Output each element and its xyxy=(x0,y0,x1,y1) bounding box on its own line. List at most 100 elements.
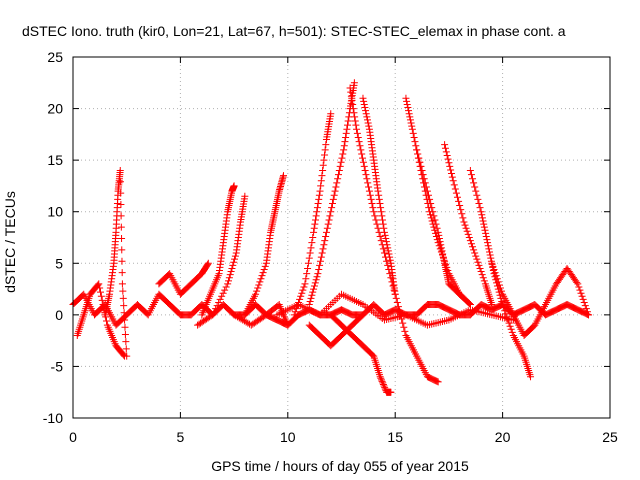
data-point xyxy=(416,158,424,166)
data-point xyxy=(427,199,435,207)
data-point xyxy=(304,259,312,267)
data-point xyxy=(299,286,307,294)
data-point xyxy=(387,388,395,396)
data-point xyxy=(472,252,480,260)
data-point xyxy=(458,210,466,218)
data-point xyxy=(225,277,233,285)
data-point xyxy=(484,242,492,250)
data-point xyxy=(231,252,239,260)
data-point xyxy=(465,234,473,241)
data-point xyxy=(353,129,361,137)
data-point xyxy=(380,382,388,390)
data-point xyxy=(375,191,383,199)
data-point xyxy=(329,195,337,203)
data-point xyxy=(353,125,361,133)
data-point xyxy=(349,105,357,113)
data-point xyxy=(501,307,509,315)
data-point xyxy=(441,141,449,149)
data-point xyxy=(97,292,105,300)
data-point xyxy=(404,104,412,112)
data-point xyxy=(322,232,330,240)
data-point xyxy=(306,297,314,305)
data-point xyxy=(384,247,392,255)
data-point xyxy=(226,271,234,279)
data-point xyxy=(312,212,320,220)
data-point xyxy=(362,110,370,118)
data-point xyxy=(359,94,367,102)
data-point xyxy=(117,212,125,220)
data-point xyxy=(403,100,411,108)
data-point xyxy=(466,237,474,245)
data-point xyxy=(376,232,384,240)
data-point xyxy=(291,308,299,316)
data-point xyxy=(438,247,446,255)
data-point xyxy=(347,88,355,96)
data-point xyxy=(475,199,483,207)
data-point xyxy=(258,272,266,280)
data-point xyxy=(585,311,593,319)
data-point xyxy=(574,280,582,288)
data-point xyxy=(309,288,317,296)
data-point xyxy=(103,317,111,325)
data-point xyxy=(449,177,457,185)
data-point xyxy=(118,246,126,254)
data-point xyxy=(229,261,237,269)
data-marks xyxy=(69,79,593,396)
data-point xyxy=(314,199,322,207)
data-point xyxy=(100,305,108,313)
data-point xyxy=(324,220,332,228)
data-point xyxy=(498,297,506,305)
data-point xyxy=(255,281,263,289)
data-point xyxy=(386,253,394,261)
data-point xyxy=(369,351,377,359)
x-tick-label: 20 xyxy=(495,429,511,445)
data-point xyxy=(352,121,360,129)
data-point xyxy=(488,301,496,309)
data-point xyxy=(256,278,264,286)
data-point xyxy=(415,154,423,162)
data-point xyxy=(435,235,443,243)
data-point xyxy=(362,171,370,179)
data-point xyxy=(119,287,127,295)
data-point xyxy=(342,129,350,137)
data-point xyxy=(96,288,104,296)
data-point xyxy=(456,202,464,210)
data-point xyxy=(412,142,420,150)
data-point xyxy=(311,220,319,228)
data-point xyxy=(445,159,453,167)
data-point xyxy=(581,302,589,310)
data-point xyxy=(447,170,455,178)
data-point xyxy=(469,175,477,183)
data-point xyxy=(426,195,434,203)
data-point xyxy=(575,283,583,291)
data-point xyxy=(378,212,386,220)
data-point xyxy=(118,257,126,265)
data-point xyxy=(470,246,478,254)
data-point xyxy=(359,158,367,166)
data-point xyxy=(209,311,217,319)
data-point xyxy=(297,292,305,300)
data-point xyxy=(435,231,443,239)
data-point xyxy=(509,316,517,324)
data-point xyxy=(343,125,351,133)
data-point xyxy=(463,227,471,235)
data-point xyxy=(213,302,221,310)
data-point xyxy=(322,228,330,236)
data-point xyxy=(459,214,467,222)
data-point xyxy=(383,241,391,249)
data-point xyxy=(204,259,212,267)
data-point xyxy=(378,377,386,385)
data-point xyxy=(579,295,587,303)
data-point xyxy=(350,109,358,117)
data-point xyxy=(308,239,316,247)
data-point xyxy=(350,79,358,87)
data-point xyxy=(363,113,371,121)
data-point xyxy=(351,113,359,121)
data-point xyxy=(303,270,311,278)
data-point xyxy=(212,305,220,313)
data-point xyxy=(392,294,400,302)
data-point xyxy=(360,100,368,108)
data-point xyxy=(447,166,455,174)
data-point xyxy=(365,187,373,195)
data-point xyxy=(467,240,475,248)
